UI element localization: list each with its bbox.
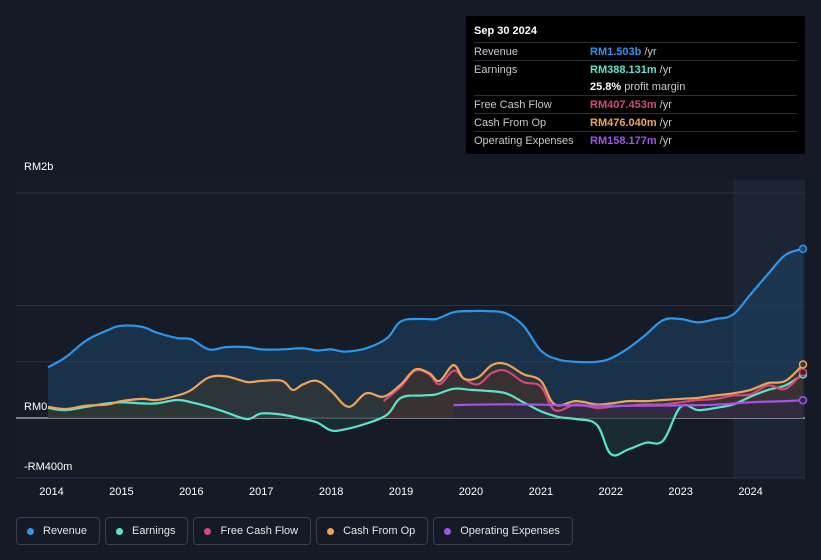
legend-dot-icon bbox=[116, 527, 124, 535]
tooltip-label: Cash From Op bbox=[474, 116, 547, 129]
x-tick-label: 2024 bbox=[738, 486, 762, 498]
tooltip-row-cash-from-op: Cash From Op RM476.040m /yr bbox=[474, 113, 797, 131]
cash-from-op-area bbox=[48, 363, 803, 418]
tooltip-value: RM388.131m bbox=[590, 63, 657, 76]
x-tick-label: 2023 bbox=[668, 486, 692, 498]
revenue-line bbox=[47, 247, 804, 369]
x-tick-label: 2020 bbox=[459, 486, 483, 498]
tooltip-row-free-cash-flow: Free Cash Flow RM407.453m /yr bbox=[474, 95, 797, 113]
x-tick-label: 2015 bbox=[109, 486, 133, 498]
x-tick-label: 2022 bbox=[599, 486, 623, 498]
tooltip-value: RM1.503b bbox=[590, 45, 642, 58]
x-tick-label: 2021 bbox=[529, 486, 553, 498]
legend-dot-icon bbox=[444, 527, 452, 535]
legend-dot-icon bbox=[204, 527, 212, 535]
operating-expenses-end-point bbox=[798, 395, 808, 405]
legend-dot-icon bbox=[327, 527, 335, 535]
y-axis-bottom-label: -RM400m bbox=[24, 461, 72, 473]
y-axis-top-label: RM2b bbox=[24, 161, 53, 173]
legend-label: Cash From Op bbox=[343, 525, 416, 537]
cash-from-op-end-point bbox=[798, 360, 808, 369]
tooltip-unit: /yr bbox=[659, 63, 672, 76]
legend-dot-icon bbox=[27, 527, 34, 535]
revenue-end-point bbox=[798, 244, 808, 254]
legend-label: Revenue bbox=[43, 525, 88, 537]
legend-label: Free Cash Flow bbox=[220, 525, 299, 537]
tooltip-unit: profit margin bbox=[624, 80, 686, 93]
revenue-area bbox=[48, 248, 803, 418]
tooltip-label: Operating Expenses bbox=[474, 134, 574, 147]
tooltip-label: Earnings bbox=[474, 63, 518, 76]
legend-label: Operating Expenses bbox=[460, 525, 560, 537]
legend-operating-expenses[interactable]: Operating Expenses bbox=[433, 517, 573, 545]
tooltip-row-profit-margin: 25.8% profit margin bbox=[474, 78, 797, 95]
tooltip-value: 25.8% bbox=[590, 80, 622, 93]
free-cash-flow-end-point bbox=[798, 367, 808, 377]
legend-revenue[interactable]: Revenue bbox=[16, 517, 101, 545]
tooltip-row-earnings: Earnings RM388.131m /yr bbox=[474, 60, 797, 78]
operating-expenses-line bbox=[453, 399, 804, 407]
tooltip-value: RM158.177m bbox=[590, 134, 657, 147]
tooltip-row-operating-expenses: Operating Expenses RM158.177m /yr bbox=[474, 131, 797, 149]
operating-expenses-area bbox=[453, 400, 803, 418]
x-tick-label: 2016 bbox=[179, 486, 203, 498]
tooltip-value: RM407.453m bbox=[590, 98, 657, 111]
tooltip-date: Sep 30 2024 bbox=[474, 25, 537, 37]
tooltip-unit: /yr bbox=[659, 116, 672, 129]
earnings-line bbox=[47, 373, 804, 457]
tooltip-label: Revenue bbox=[474, 45, 519, 58]
tooltip-unit: /yr bbox=[659, 134, 672, 147]
tooltip-label: Free Cash Flow bbox=[474, 98, 552, 111]
tooltip-row-revenue: Revenue RM1.503b /yr bbox=[474, 42, 797, 60]
y-axis-zero-label: RM0 bbox=[24, 401, 47, 413]
x-tick-label: 2014 bbox=[39, 486, 63, 498]
legend-free-cash-flow[interactable]: Free Cash Flow bbox=[193, 517, 312, 545]
tooltip-unit: /yr bbox=[644, 45, 657, 58]
tooltip-unit: /yr bbox=[659, 98, 672, 111]
legend: Revenue Earnings Free Cash Flow Cash Fro… bbox=[16, 517, 573, 545]
x-tick-label: 2017 bbox=[249, 486, 273, 498]
x-tick-label: 2018 bbox=[319, 486, 343, 498]
cash-from-op-line bbox=[47, 361, 804, 411]
tooltip: Sep 30 2024 Revenue RM1.503b /yr Earning… bbox=[466, 16, 805, 154]
x-tick-label: 2019 bbox=[389, 486, 413, 498]
legend-earnings[interactable]: Earnings bbox=[105, 517, 189, 545]
tooltip-value: RM476.040m bbox=[590, 116, 657, 129]
legend-cash-from-op[interactable]: Cash From Op bbox=[316, 517, 429, 545]
legend-label: Earnings bbox=[132, 525, 176, 537]
